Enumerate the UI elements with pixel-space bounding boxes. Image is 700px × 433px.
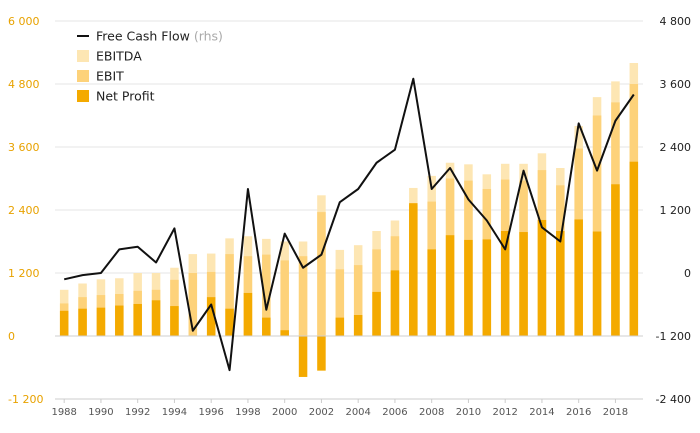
right-axis-tick-label: 1 200 bbox=[660, 204, 692, 217]
legend: Free Cash Flow (rhs) EBITDA EBIT Net Profit bbox=[77, 29, 223, 104]
net-profit-bar bbox=[170, 306, 179, 336]
net-profit-bar bbox=[629, 161, 639, 336]
x-axis-tick-label: 2010 bbox=[456, 407, 481, 418]
net-profit-bar bbox=[537, 219, 547, 336]
right-axis-tick-label: 3 600 bbox=[660, 78, 692, 91]
x-axis-tick-label: 2012 bbox=[492, 407, 517, 418]
ebit-bar bbox=[317, 212, 326, 336]
net-profit-bar bbox=[427, 249, 436, 336]
x-axis-tick-label: 2008 bbox=[419, 407, 444, 418]
ebit-bar bbox=[335, 269, 345, 336]
x-axis-tick-label: 2014 bbox=[529, 407, 554, 418]
ebit-bar bbox=[225, 254, 234, 336]
net-profit-bar bbox=[372, 291, 381, 336]
net-profit-bar bbox=[482, 239, 492, 336]
left-axis-tick-label: 2 400 bbox=[8, 204, 40, 217]
legend-unit-label: (rhs) bbox=[190, 29, 223, 44]
x-axis-tick-label: 2002 bbox=[309, 407, 334, 418]
right-axis-tick-label: -2 400 bbox=[656, 393, 691, 406]
left-axis-tick-label: -1 200 bbox=[8, 393, 43, 406]
net-profit-bar bbox=[133, 303, 142, 336]
net-profit-bar bbox=[464, 239, 473, 336]
right-axis-tick-label: -1 200 bbox=[656, 330, 691, 343]
net-profit-bar bbox=[206, 297, 216, 336]
x-axis-tick-label: 2018 bbox=[603, 407, 628, 418]
x-axis-tick-label: 2006 bbox=[382, 407, 407, 418]
x-axis-tick-label: 1992 bbox=[125, 407, 150, 418]
net-profit-bar bbox=[262, 317, 271, 336]
net-profit-bar bbox=[96, 307, 106, 336]
bar-series bbox=[59, 63, 639, 377]
net-profit-bar bbox=[611, 184, 620, 336]
right-axis-tick-label: 4 800 bbox=[660, 15, 692, 28]
legend-label-net-profit: Net Profit bbox=[96, 89, 155, 104]
legend-label-free-cash-flow: Free Cash Flow (rhs) bbox=[96, 29, 223, 44]
net-profit-bar bbox=[151, 300, 161, 336]
net-profit-bar bbox=[409, 203, 418, 336]
right-axis-tick-label: 0 bbox=[684, 267, 691, 280]
net-profit-bar bbox=[115, 305, 124, 336]
x-axis-tick-label: 1988 bbox=[51, 407, 76, 418]
legend-label-ebit: EBIT bbox=[96, 69, 124, 84]
net-profit-bar bbox=[556, 231, 565, 336]
net-profit-bar bbox=[519, 232, 528, 336]
net-profit-bar bbox=[574, 219, 583, 336]
x-axis-tick-label: 1990 bbox=[88, 407, 113, 418]
net-profit-bar bbox=[353, 315, 363, 336]
legend-swatch-ebit bbox=[77, 70, 89, 82]
net-profit-bar bbox=[298, 336, 308, 377]
net-profit-bar bbox=[500, 231, 510, 336]
ebit-bar bbox=[262, 254, 271, 336]
net-profit-bar bbox=[390, 270, 400, 336]
left-axis-tick-label: 3 600 bbox=[8, 141, 40, 154]
net-profit-bar bbox=[280, 330, 289, 336]
legend-swatch-net-profit bbox=[77, 90, 89, 102]
ebit-bar bbox=[188, 273, 198, 336]
net-profit-bar bbox=[78, 308, 87, 336]
free-cash-flow-line bbox=[63, 77, 635, 372]
x-axis-tick-label: 1994 bbox=[162, 407, 187, 418]
net-profit-bar bbox=[317, 336, 326, 371]
legend-swatch-ebitda bbox=[77, 50, 89, 62]
legend-label-ebitda: EBITDA bbox=[96, 49, 142, 64]
net-profit-bar bbox=[59, 310, 69, 336]
gridlines bbox=[55, 20, 643, 400]
x-axis-tick-label: 1996 bbox=[198, 407, 223, 418]
net-profit-bar bbox=[592, 231, 602, 336]
ebit-bar bbox=[298, 256, 308, 336]
line-series bbox=[63, 77, 635, 372]
ebit-bar bbox=[280, 260, 289, 336]
ebit-bar bbox=[592, 115, 602, 336]
net-profit-bar bbox=[445, 235, 455, 336]
x-axis-tick-label: 2004 bbox=[345, 407, 370, 418]
left-axis-tick-label: 0 bbox=[8, 330, 15, 343]
left-axis-tick-label: 6 000 bbox=[8, 15, 40, 28]
axes: -1 200 0 1 200 2 400 3 600 4 800 6 000 -2 400 -1… bbox=[8, 15, 691, 418]
left-axis-tick-label: 4 800 bbox=[8, 78, 40, 91]
net-profit-bar bbox=[335, 317, 345, 336]
left-axis-tick-label: 1 200 bbox=[8, 267, 40, 280]
x-axis-tick-label: 2016 bbox=[566, 407, 591, 418]
x-axis-tick-label: 1998 bbox=[235, 407, 260, 418]
right-axis-tick-label: 2 400 bbox=[660, 141, 692, 154]
x-axis-tick-label: 2000 bbox=[272, 407, 297, 418]
net-profit-bar bbox=[243, 292, 253, 336]
net-profit-bar bbox=[225, 308, 234, 336]
ebit-bar bbox=[353, 265, 363, 336]
